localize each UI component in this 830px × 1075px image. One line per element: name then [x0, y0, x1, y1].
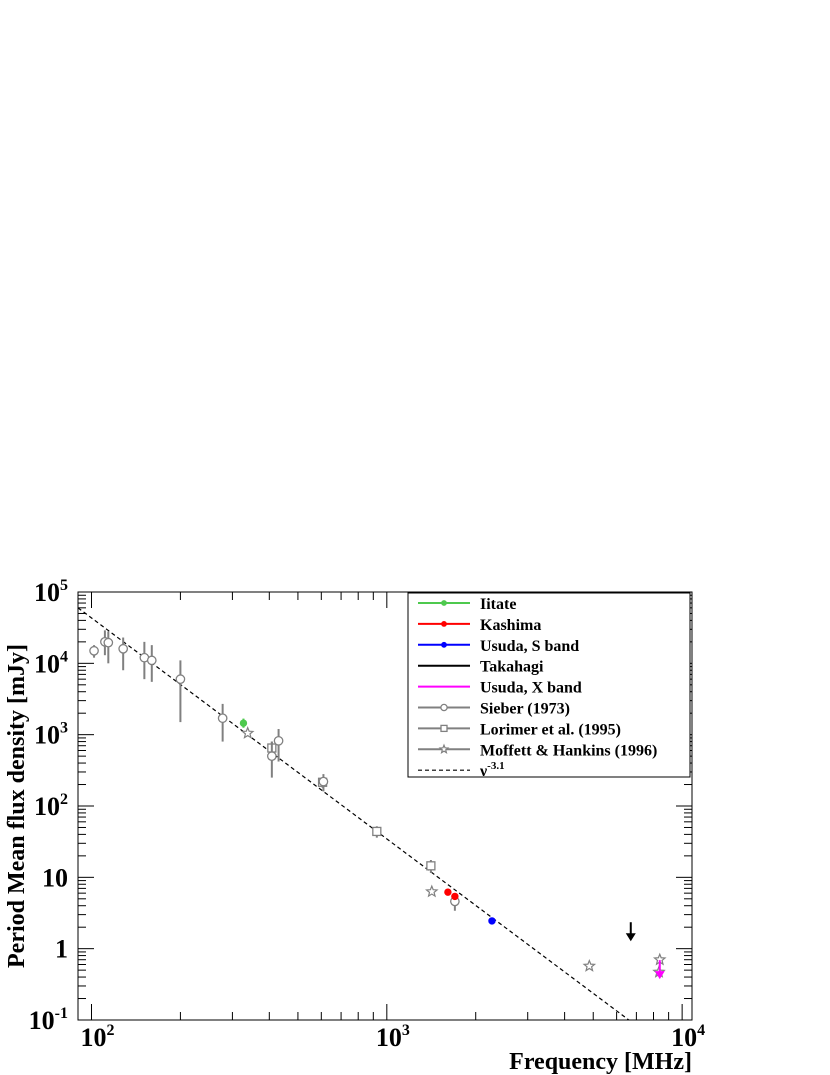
- series-sieber-1973: [89, 630, 460, 911]
- legend-swatch-marker: [438, 743, 450, 754]
- data-point: [273, 735, 284, 746]
- legend-label: Moffett & Hankins (1996): [480, 742, 657, 759]
- legend-label: Kashima: [480, 617, 541, 634]
- data-point: [266, 751, 277, 761]
- legend-swatch-marker: [441, 621, 447, 627]
- y-tick-label: 10: [42, 863, 68, 892]
- legend: Iitate Kashima Usuda, S band Takahagi Usuda,…: [407, 592, 691, 780]
- data-point: [426, 861, 436, 871]
- series-takahagi: [625, 922, 636, 942]
- y-tick-label: 1: [55, 935, 68, 964]
- legend-swatch-marker: [440, 703, 448, 712]
- data-point: [118, 643, 129, 654]
- legend-label: Lorimer et al. (1995): [480, 721, 621, 738]
- legend-entry: Takahagi: [418, 659, 544, 676]
- data-point: [89, 645, 99, 656]
- legend-label: Takahagi: [480, 659, 544, 676]
- y-axis-label: Period Mean flux density [mJy]: [4, 644, 30, 968]
- data-point: [175, 674, 186, 685]
- y-tick-label: 103: [34, 720, 68, 750]
- series-: [78, 607, 630, 1020]
- legend-label: Iitate: [480, 596, 516, 613]
- x-tick-label: 103: [376, 1022, 410, 1052]
- legend-entry: Usuda, S band: [418, 638, 579, 655]
- legend-entry: Usuda, X band: [418, 680, 582, 697]
- data-point: [444, 888, 452, 896]
- legend-entry: ν-3.1: [418, 760, 505, 780]
- data-point: [372, 826, 382, 837]
- y-tick-label: 105: [34, 577, 68, 607]
- data-point: [240, 726, 255, 739]
- y-tick-label: 10-1: [29, 1005, 68, 1035]
- data-point: [239, 719, 248, 727]
- data-point: [146, 655, 157, 666]
- data-point: [425, 884, 439, 898]
- x-tick-label: 102: [81, 1022, 115, 1052]
- data-point: [451, 892, 459, 901]
- y-tick-label: 104: [34, 648, 68, 678]
- power-law-fit-line: [78, 607, 630, 1020]
- data-point: [582, 958, 597, 972]
- legend-entry: Iitate: [418, 596, 516, 613]
- x-axis-label: Frequency [MHz]: [509, 1049, 692, 1075]
- series-usuda-x-band: [654, 960, 665, 980]
- legend-swatch-marker: [440, 724, 448, 733]
- upper-limit-arrowhead: [625, 933, 636, 942]
- legend-swatch-marker: [441, 641, 447, 648]
- data-point: [488, 917, 496, 925]
- legend-entry: Moffett & Hankins (1996): [418, 742, 657, 759]
- data-point: [103, 637, 114, 648]
- legend-label: ν-3.1: [479, 760, 505, 780]
- legend-label: Sieber (1973): [480, 701, 570, 718]
- legend-label: Usuda, S band: [480, 638, 579, 655]
- x-tick-labels: 102 103 104: [81, 1022, 706, 1052]
- legend-entry: Lorimer et al. (1995): [418, 721, 621, 738]
- x-tick-label: 104: [671, 1022, 705, 1052]
- legend-entry: Sieber (1973): [418, 701, 570, 718]
- data-point: [318, 776, 329, 787]
- legend-label: Usuda, X band: [480, 680, 582, 697]
- series-iitate: [239, 718, 248, 728]
- data-layer: [78, 607, 667, 1020]
- legend-entry: Kashima: [418, 617, 541, 634]
- data-point: [217, 713, 228, 724]
- y-tick-label: 102: [34, 791, 68, 821]
- legend-swatch-marker: [441, 600, 447, 606]
- series-kashima: [444, 888, 459, 901]
- upper-limit-arrowhead: [654, 971, 665, 980]
- series-usuda-s-band: [488, 917, 496, 925]
